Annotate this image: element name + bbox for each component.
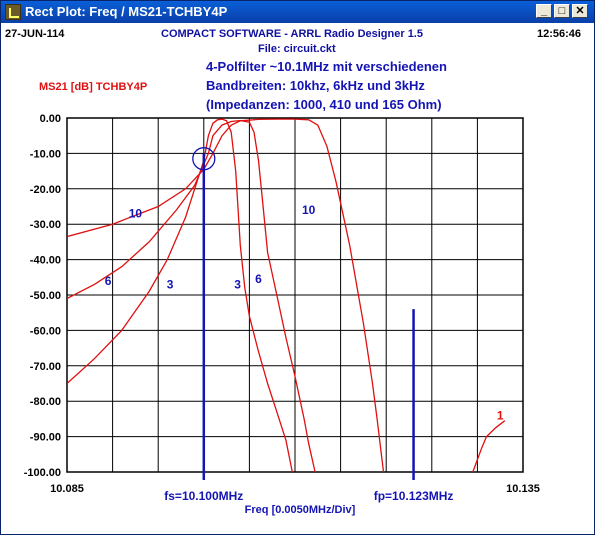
- minimize-button[interactable]: _: [536, 4, 552, 18]
- description-line-1: 4-Polfilter ~10.1MHz mit verschiedenen: [206, 59, 447, 74]
- marker-label: fs=10.100MHz: [164, 489, 243, 503]
- series-label: 3: [167, 277, 174, 291]
- series-label: 6: [255, 272, 262, 286]
- y-tick-label: -50.00: [30, 290, 61, 302]
- software-name: COMPACT SOFTWARE - ARRL Radio Designer 1…: [161, 28, 423, 40]
- marker-label: fp=10.123MHz: [374, 489, 454, 503]
- plot-date: 27-JUN-114: [5, 28, 65, 40]
- trace-6: [67, 119, 316, 472]
- y-tick-label: 0.00: [40, 113, 61, 125]
- trace-3: [67, 118, 293, 472]
- close-button[interactable]: ✕: [572, 4, 588, 18]
- x-end-label: 10.135: [506, 483, 540, 495]
- x-start-label: 10.085: [50, 483, 84, 495]
- title-bar[interactable]: Rect Plot: Freq / MS21-TCHBY4P _ □ ✕: [1, 1, 594, 23]
- trace-10: [67, 118, 385, 472]
- trace-1: [472, 420, 506, 472]
- trace-label: MS21 [dB] TCHBY4P: [39, 81, 148, 93]
- series-label: 3: [234, 277, 241, 291]
- traces: [67, 118, 506, 472]
- series-label: 6: [105, 274, 112, 288]
- y-tick-label: -20.00: [30, 184, 61, 196]
- series-label: 10: [129, 207, 143, 221]
- y-tick-label: -80.00: [30, 396, 61, 408]
- window-title: Rect Plot: Freq / MS21-TCHBY4P: [25, 4, 228, 19]
- y-tick-label: -40.00: [30, 255, 61, 267]
- y-tick-label: -30.00: [30, 219, 61, 231]
- app-icon[interactable]: [5, 4, 21, 20]
- description-line-2: Bandbreiten: 10khz, 6kHz und 3kHz: [206, 78, 425, 93]
- y-tick-label: -60.00: [30, 325, 61, 337]
- series-label: 10: [302, 203, 316, 217]
- x-axis-label: Freq [0.0050MHz/Div]: [245, 504, 356, 516]
- y-tick-label: -70.00: [30, 361, 61, 373]
- maximize-button[interactable]: □: [554, 4, 570, 18]
- plot-time: 12:56:46: [537, 28, 582, 40]
- description-line-3: (Impedanzen: 1000, 410 und 165 Ohm): [206, 97, 442, 112]
- y-tick-label: -10.00: [30, 148, 61, 160]
- series-label: 1: [497, 408, 504, 422]
- y-tick-label: -100.00: [24, 467, 61, 479]
- y-tick-label: -90.00: [30, 432, 61, 444]
- marker-circle: [192, 147, 216, 171]
- file-name: File: circuit.ckt: [258, 43, 336, 55]
